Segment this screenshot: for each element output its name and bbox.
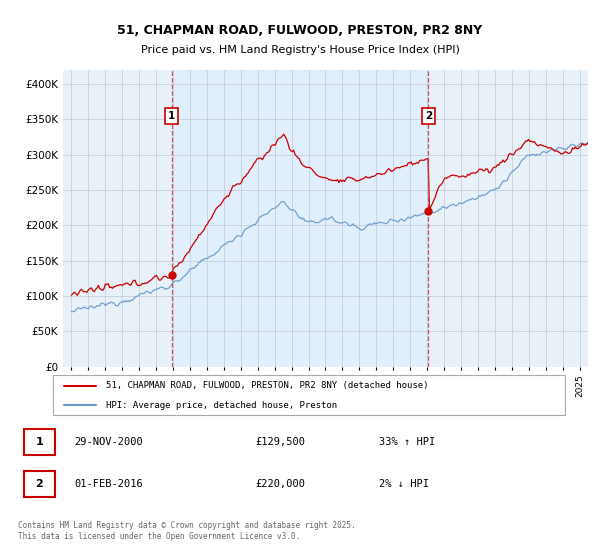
Bar bbox=[172, 70, 428, 367]
Text: 51, CHAPMAN ROAD, FULWOOD, PRESTON, PR2 8NY (detached house): 51, CHAPMAN ROAD, FULWOOD, PRESTON, PR2 … bbox=[106, 381, 428, 390]
Text: 2: 2 bbox=[425, 111, 432, 121]
Text: 2: 2 bbox=[35, 479, 43, 488]
Text: 2% ↓ HPI: 2% ↓ HPI bbox=[379, 479, 429, 488]
Text: Price paid vs. HM Land Registry's House Price Index (HPI): Price paid vs. HM Land Registry's House … bbox=[140, 45, 460, 55]
Text: 1: 1 bbox=[35, 437, 43, 447]
Text: HPI: Average price, detached house, Preston: HPI: Average price, detached house, Pres… bbox=[106, 401, 337, 410]
FancyBboxPatch shape bbox=[23, 429, 55, 455]
Text: 01-FEB-2016: 01-FEB-2016 bbox=[74, 479, 143, 488]
Text: 29-NOV-2000: 29-NOV-2000 bbox=[74, 437, 143, 447]
Text: 33% ↑ HPI: 33% ↑ HPI bbox=[379, 437, 435, 447]
Text: Contains HM Land Registry data © Crown copyright and database right 2025.
This d: Contains HM Land Registry data © Crown c… bbox=[18, 521, 356, 541]
Text: 1: 1 bbox=[168, 111, 175, 121]
Text: 51, CHAPMAN ROAD, FULWOOD, PRESTON, PR2 8NY: 51, CHAPMAN ROAD, FULWOOD, PRESTON, PR2 … bbox=[118, 24, 482, 38]
FancyBboxPatch shape bbox=[53, 375, 565, 416]
Text: £220,000: £220,000 bbox=[255, 479, 305, 488]
FancyBboxPatch shape bbox=[23, 470, 55, 497]
Text: £129,500: £129,500 bbox=[255, 437, 305, 447]
